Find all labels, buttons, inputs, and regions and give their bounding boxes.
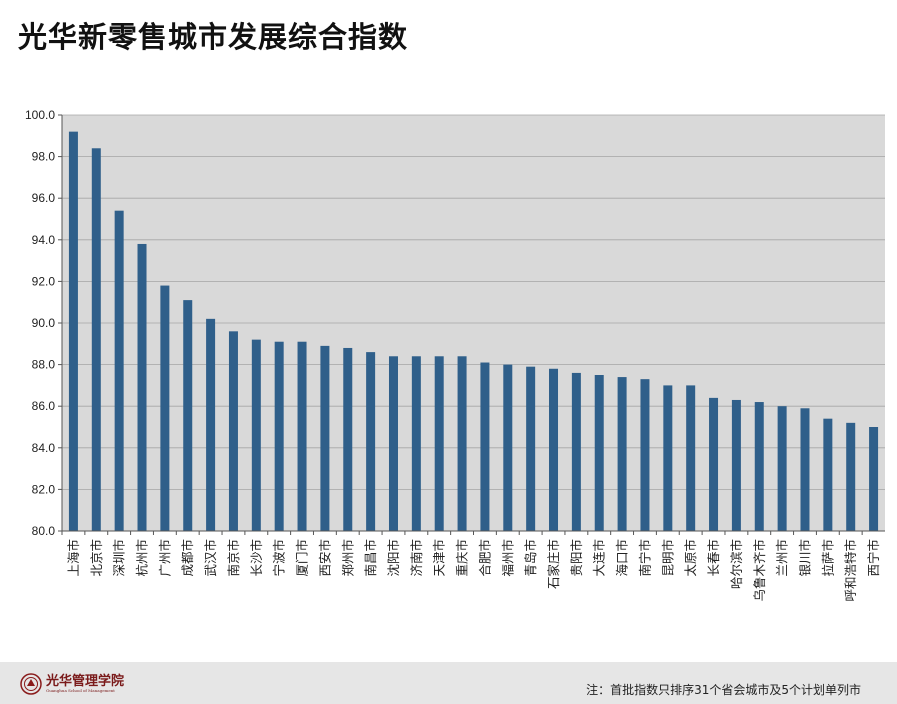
- bar: [206, 318, 216, 531]
- bar: [823, 418, 833, 531]
- bar: [297, 341, 307, 531]
- bar: [800, 408, 810, 531]
- logo-subtitle: Guanghua School of Management: [46, 688, 115, 693]
- x-tick-label: 呼和浩特市: [843, 539, 858, 602]
- x-tick-label: 宁波市: [272, 539, 287, 577]
- bar: [68, 131, 78, 531]
- bar: [434, 356, 444, 531]
- bar: [457, 356, 467, 531]
- bar: [869, 427, 879, 531]
- y-tick-label: 98.0: [32, 150, 56, 164]
- y-tick-label: 86.0: [32, 399, 56, 413]
- x-tick-label: 海口市: [615, 539, 630, 577]
- bar: [754, 402, 764, 531]
- x-tick-label: 乌鲁木齐市: [752, 539, 767, 602]
- bar: [617, 377, 627, 531]
- bar: [480, 362, 490, 531]
- x-tick-label: 拉萨市: [820, 539, 835, 577]
- school-logo: 光华管理学院 Guanghua School of Management: [20, 672, 124, 696]
- bar: [114, 210, 124, 531]
- seal-icon: [20, 673, 42, 695]
- y-tick-label: 82.0: [32, 482, 56, 496]
- x-tick-label: 沈阳市: [386, 539, 401, 577]
- x-tick-label: 广州市: [157, 539, 172, 577]
- y-tick-label: 100.0: [25, 108, 55, 122]
- x-tick-label: 成都市: [180, 539, 195, 577]
- bar: [366, 352, 376, 531]
- x-tick-label: 长沙市: [249, 539, 264, 577]
- bar: [388, 356, 398, 531]
- x-tick-label: 杭州市: [135, 539, 150, 577]
- x-tick-label: 上海市: [66, 539, 81, 577]
- x-tick-label: 太原市: [683, 539, 698, 577]
- bars: [68, 131, 879, 531]
- bar: [549, 368, 559, 531]
- logo-name: 光华管理学院: [46, 674, 125, 689]
- x-tick-label: 大连市: [592, 539, 607, 577]
- y-tick-label: 80.0: [32, 524, 56, 538]
- bar: [91, 148, 101, 531]
- bar: [777, 406, 787, 531]
- bar: [709, 397, 719, 531]
- x-tick-label: 北京市: [89, 539, 104, 577]
- x-tick-label: 西宁市: [866, 539, 881, 577]
- bar: [160, 285, 170, 531]
- x-tick-label: 南京市: [226, 539, 241, 577]
- x-tick-label: 合肥市: [477, 539, 492, 577]
- x-tick-label: 青岛市: [523, 539, 538, 577]
- x-tick-label: 天津市: [432, 539, 447, 577]
- bar: [251, 339, 261, 531]
- bar: [228, 331, 238, 531]
- x-tick-label: 济南市: [409, 539, 424, 577]
- x-tick-label: 南宁市: [637, 539, 652, 577]
- x-axis-ticks: 上海市 北京市 深圳市 杭州市 广州市 成都市 武汉市 南京市 长沙市 宁波市 厦门市 西安市 郑州市南…: [61, 531, 881, 602]
- bar: [663, 385, 673, 531]
- x-tick-label: 银川市: [797, 539, 812, 577]
- x-tick-label: 重庆市: [455, 539, 470, 577]
- footer-note: 注：首批指数只排序31个省会城市及5个计划单列市: [586, 683, 861, 697]
- x-tick-label: 厦门市: [295, 539, 310, 577]
- bar: [503, 364, 513, 531]
- bar: [343, 347, 353, 531]
- gridlines: [62, 114, 885, 490]
- bar: [846, 422, 856, 531]
- x-tick-label: 南昌市: [363, 539, 378, 577]
- bar: [571, 372, 581, 531]
- x-tick-label: 郑州市: [340, 539, 355, 577]
- bar-chart: 80.0 82.0 84.0 86.0 88.0 90.0 92.0 94.0 96.0 98.0…: [25, 108, 885, 602]
- x-tick-label: 兰州市: [775, 539, 790, 577]
- y-tick-label: 96.0: [32, 191, 56, 205]
- y-tick-label: 94.0: [32, 233, 56, 247]
- x-tick-label: 昆明市: [660, 539, 675, 577]
- x-tick-label: 贵阳市: [569, 539, 584, 577]
- footer-bar: [0, 662, 897, 704]
- bar: [137, 243, 147, 531]
- bar: [526, 366, 536, 531]
- bar: [183, 300, 193, 531]
- bar: [640, 379, 650, 531]
- page-title: 光华新零售城市发展综合指数: [18, 20, 409, 54]
- x-tick-label: 武汉市: [203, 539, 218, 577]
- bar: [274, 341, 284, 531]
- y-tick-label: 92.0: [32, 274, 56, 288]
- x-tick-label: 深圳市: [112, 539, 127, 577]
- y-tick-label: 88.0: [32, 358, 56, 372]
- y-axis-ticks: 80.0 82.0 84.0 86.0 88.0 90.0 92.0 94.0 96.0 98.0…: [25, 108, 62, 538]
- x-tick-label: 哈尔滨市: [729, 539, 744, 589]
- y-tick-label: 84.0: [32, 441, 56, 455]
- bar: [594, 375, 604, 531]
- bar: [686, 385, 696, 531]
- bar: [731, 399, 741, 531]
- bar: [411, 356, 421, 531]
- y-tick-label: 90.0: [32, 316, 56, 330]
- x-tick-label: 石家庄市: [546, 539, 561, 589]
- x-tick-label: 西安市: [317, 539, 332, 577]
- x-tick-label: 长春市: [706, 539, 721, 577]
- x-tick-label: 福州市: [500, 539, 515, 577]
- bar: [320, 345, 330, 531]
